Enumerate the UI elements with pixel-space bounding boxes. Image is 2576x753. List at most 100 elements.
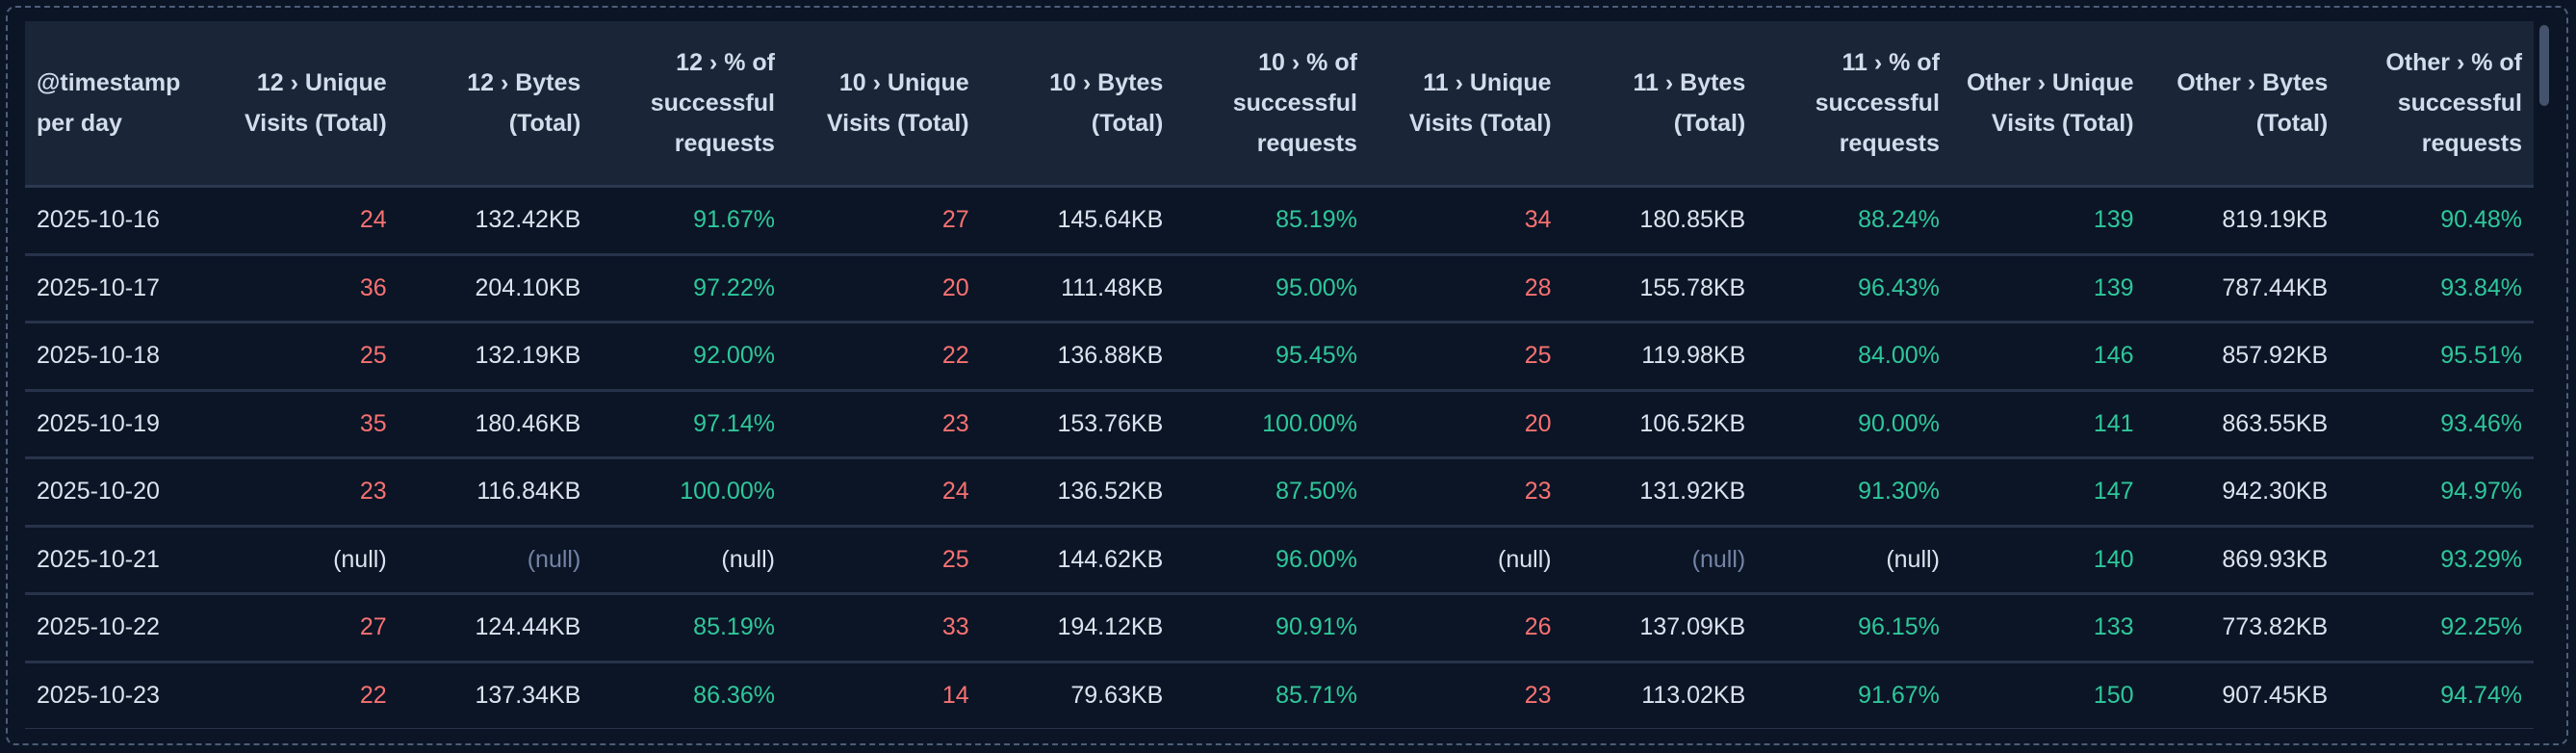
table-cell: 28 xyxy=(1368,254,1563,324)
table-cell: 91.30% xyxy=(1757,457,1951,528)
table-cell: 79.63KB xyxy=(980,662,1175,729)
table-cell: 22 xyxy=(204,662,399,729)
table-row: 2025-10-21 (null) (null) (null) 25 144.62KB 96… xyxy=(25,526,2534,595)
table-cell: 23 xyxy=(1368,457,1563,528)
table-cell: 96.00% xyxy=(1174,526,1369,595)
column-header[interactable]: Other › Unique Visits (Total) xyxy=(1950,21,2146,188)
table-cell: 155.78KB xyxy=(1562,254,1758,324)
table-cell: 819.19KB xyxy=(2145,186,2340,256)
table-cell: (null) xyxy=(1368,526,1563,595)
table-cell: 34 xyxy=(1368,186,1563,256)
table-cell: (null) xyxy=(1562,526,1758,595)
table-cell: 2025-10-22 xyxy=(25,593,204,663)
table-cell: 90.00% xyxy=(1757,390,1951,459)
table-cell: 94.74% xyxy=(2339,662,2534,729)
table-cell: 96.43% xyxy=(1757,254,1951,324)
column-header[interactable]: 11 › % of successful requests xyxy=(1757,21,1951,188)
table-cell: 2025-10-23 xyxy=(25,662,204,729)
column-header[interactable]: 12 › % of successful requests xyxy=(592,21,786,188)
table-cell: 33 xyxy=(786,593,981,663)
table-cell: 93.29% xyxy=(2339,526,2534,595)
table-cell: 96.15% xyxy=(1757,593,1951,663)
table-cell: 20 xyxy=(1368,390,1563,459)
table-cell: 26 xyxy=(1368,593,1563,663)
column-header[interactable]: 11 › Unique Visits (Total) xyxy=(1368,21,1563,188)
table-cell: 133 xyxy=(1950,593,2146,663)
table-cell: 91.67% xyxy=(592,186,786,256)
table-cell: 2025-10-16 xyxy=(25,186,204,256)
table-cell: 907.45KB xyxy=(2145,662,2340,729)
table-cell: 2025-10-19 xyxy=(25,390,204,459)
table-cell: 194.12KB xyxy=(980,593,1175,663)
table-cell: (null) xyxy=(398,526,593,595)
table-cell: 35 xyxy=(204,390,399,459)
table-cell: 95.45% xyxy=(1174,322,1369,392)
table-cell: 2025-10-18 xyxy=(25,322,204,392)
table-cell: 36 xyxy=(204,254,399,324)
table-cell: 93.46% xyxy=(2339,390,2534,459)
table-cell: 773.82KB xyxy=(2145,593,2340,663)
column-header[interactable]: Other › % of successful requests xyxy=(2339,21,2534,188)
table-row: 2025-10-20 23 116.84KB 100.00% 24 136.52KB 87.… xyxy=(25,457,2534,528)
table-cell: 97.22% xyxy=(592,254,786,324)
table-cell: 2025-10-20 xyxy=(25,457,204,528)
table-cell: 2025-10-21 xyxy=(25,526,204,595)
table-cell: 136.52KB xyxy=(980,457,1175,528)
column-header[interactable]: 12 › Unique Visits (Total) xyxy=(204,21,399,188)
table-cell: 204.10KB xyxy=(398,254,593,324)
column-header[interactable]: @timestamp per day xyxy=(25,21,204,188)
table-cell: 100.00% xyxy=(592,457,786,528)
table-cell: 92.25% xyxy=(2339,593,2534,663)
table-cell: 942.30KB xyxy=(2145,457,2340,528)
table-cell: (null) xyxy=(592,526,786,595)
table-cell: 22 xyxy=(786,322,981,392)
table-cell: 85.19% xyxy=(1174,186,1369,256)
table-cell: 87.50% xyxy=(1174,457,1369,528)
table-cell: 23 xyxy=(786,390,981,459)
table-cell: 150 xyxy=(1950,662,2146,729)
table-cell: 180.46KB xyxy=(398,390,593,459)
vertical-scrollbar[interactable] xyxy=(2539,25,2549,106)
column-header[interactable]: 10 › Bytes (Total) xyxy=(980,21,1175,188)
table-cell: 24 xyxy=(204,186,399,256)
table-cell: 92.00% xyxy=(592,322,786,392)
table-cell: 85.19% xyxy=(592,593,786,663)
data-table-container: @timestamp per day 12 › Unique Visits (To… xyxy=(25,21,2534,729)
table-row: 2025-10-19 35 180.46KB 97.14% 23 153.76KB 100.… xyxy=(25,390,2534,459)
table-cell: 139 xyxy=(1950,254,2146,324)
table-cell: 141 xyxy=(1950,390,2146,459)
table-cell: 145.64KB xyxy=(980,186,1175,256)
table-row: 2025-10-22 27 124.44KB 85.19% 33 194.12KB 90.9… xyxy=(25,593,2534,663)
table-cell: 86.36% xyxy=(592,662,786,729)
table-cell: 91.67% xyxy=(1757,662,1951,729)
table-cell: 124.44KB xyxy=(398,593,593,663)
column-header[interactable]: 10 › % of successful requests xyxy=(1174,21,1369,188)
table-row: 2025-10-17 36 204.10KB 97.22% 20 111.48KB 95.0… xyxy=(25,254,2534,324)
table-cell: 23 xyxy=(204,457,399,528)
column-header[interactable]: 10 › Unique Visits (Total) xyxy=(786,21,981,188)
table-cell: 97.14% xyxy=(592,390,786,459)
table-cell: 27 xyxy=(786,186,981,256)
table-cell: 90.91% xyxy=(1174,593,1369,663)
table-cell: 24 xyxy=(786,457,981,528)
column-header[interactable]: 12 › Bytes (Total) xyxy=(398,21,593,188)
table-cell: 106.52KB xyxy=(1562,390,1758,459)
table-cell: 23 xyxy=(1368,662,1563,729)
table-cell: 137.34KB xyxy=(398,662,593,729)
table-cell: 93.84% xyxy=(2339,254,2534,324)
table-cell: 857.92KB xyxy=(2145,322,2340,392)
table-cell: 90.48% xyxy=(2339,186,2534,256)
table-cell: 137.09KB xyxy=(1562,593,1758,663)
table-cell: 153.76KB xyxy=(980,390,1175,459)
table-cell: 88.24% xyxy=(1757,186,1951,256)
table-cell: 136.88KB xyxy=(980,322,1175,392)
table-cell: 139 xyxy=(1950,186,2146,256)
table-cell: 111.48KB xyxy=(980,254,1175,324)
column-header[interactable]: 11 › Bytes (Total) xyxy=(1562,21,1758,188)
table-cell: 95.00% xyxy=(1174,254,1369,324)
table-cell: 113.02KB xyxy=(1562,662,1758,729)
column-header[interactable]: Other › Bytes (Total) xyxy=(2145,21,2340,188)
table-cell: 146 xyxy=(1950,322,2146,392)
table-cell: 132.42KB xyxy=(398,186,593,256)
panel-frame xyxy=(6,6,2568,745)
